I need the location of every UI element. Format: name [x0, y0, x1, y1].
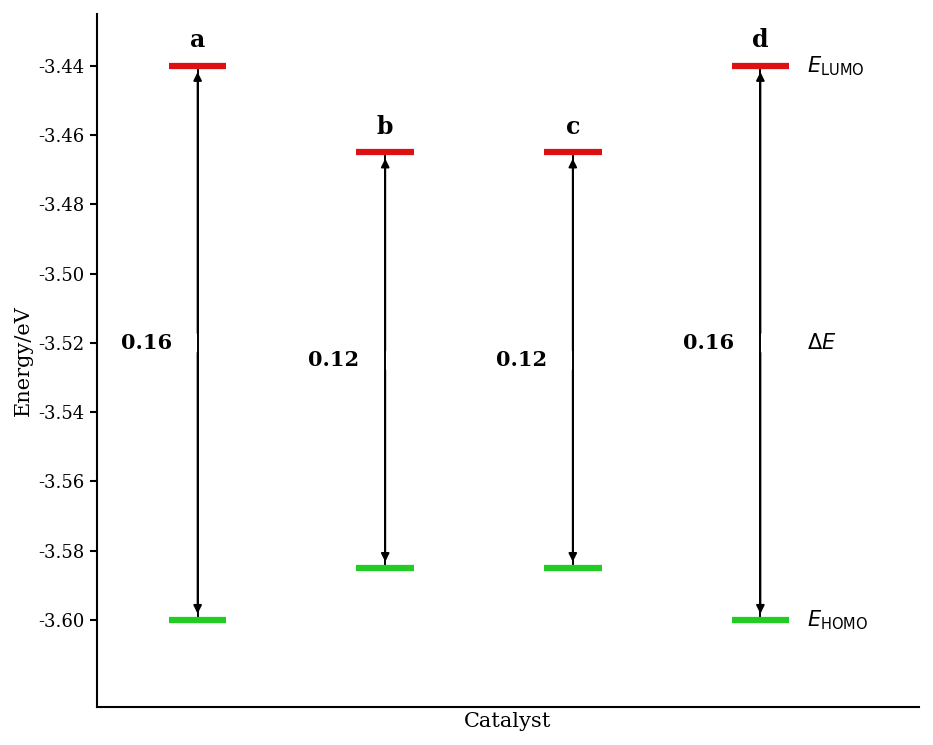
- Text: $E_{\mathrm{HOMO}}$: $E_{\mathrm{HOMO}}$: [806, 608, 868, 632]
- Text: a: a: [190, 28, 205, 52]
- Text: 0.12: 0.12: [308, 350, 359, 370]
- Text: 0.16: 0.16: [120, 333, 172, 353]
- Text: 0.16: 0.16: [683, 333, 734, 353]
- Text: $E_{\mathrm{LUMO}}$: $E_{\mathrm{LUMO}}$: [806, 54, 864, 77]
- Text: 0.12: 0.12: [495, 350, 547, 370]
- Y-axis label: Energy/eV: Energy/eV: [14, 305, 33, 416]
- Text: $\Delta E$: $\Delta E$: [806, 333, 836, 353]
- Text: d: d: [752, 28, 769, 52]
- X-axis label: Catalyst: Catalyst: [465, 712, 551, 731]
- Text: b: b: [377, 115, 394, 139]
- Text: c: c: [565, 115, 580, 139]
